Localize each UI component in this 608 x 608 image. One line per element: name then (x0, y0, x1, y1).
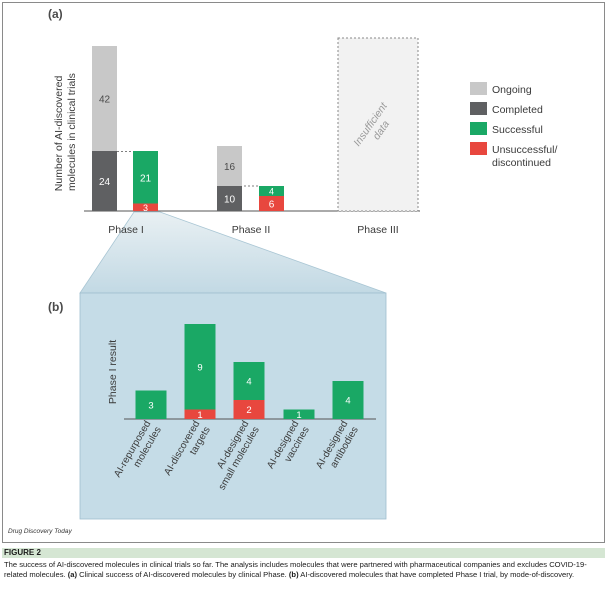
bar-b-2-successful (233, 362, 265, 400)
caption-part-b-label: (b) (288, 570, 299, 579)
bar-b-3-successful (283, 409, 315, 419)
caption-part-b-text: AI-discovered molecules that have comple… (298, 570, 575, 579)
data-label-b-successful: 1 (296, 410, 301, 421)
panel-a-ylabel-line2: molecules in clinical trials (66, 73, 78, 191)
bar-phase-i-ongoing (92, 46, 117, 151)
bar-b-0-successful (135, 390, 167, 419)
caption-label-bar: FIGURE 2 (2, 548, 605, 558)
data-label-ongoing: 42 (99, 95, 111, 106)
bar-phase-i-unsuccessful-discontinued (133, 203, 158, 211)
data-label-unsuccessful-discontinued: 6 (269, 200, 275, 211)
source-credit: Drug Discovery Today (8, 528, 72, 535)
data-label-successful: 4 (269, 187, 274, 197)
caption-part-a-text: Clinical success of AI-discovered molecu… (77, 570, 289, 579)
legend-label-completed: Completed (492, 104, 543, 116)
panel-a-ylabel: Number of AI-discovered molecules in cli… (53, 73, 78, 191)
data-label-b-successful: 4 (345, 396, 350, 407)
data-label-b-successful: 4 (246, 377, 251, 388)
panel-b-ylabel: Phase I result (107, 340, 119, 404)
data-label-completed: 24 (99, 177, 111, 188)
data-label-b-successful: 9 (197, 362, 202, 373)
data-label-ongoing: 16 (224, 162, 236, 173)
bar-b-1-unsuccessful-discontinued (184, 409, 216, 419)
caption-part-a-label: (a) (67, 570, 78, 579)
bar-phase-i-successful (133, 151, 158, 204)
phase3-placeholder-box (337, 37, 419, 212)
panel-a-frame (2, 2, 605, 543)
legend-swatch-ongoing (470, 82, 487, 95)
legend: Ongoing Completed Successful Unsuccessfu… (470, 82, 557, 169)
bar-b-1-successful (184, 324, 216, 410)
bar-phase-ii-unsuccessful-discontinued (259, 196, 284, 211)
data-label-successful: 21 (140, 173, 152, 184)
legend-label-unsuccessful: Unsuccessful/discontinued (492, 144, 557, 169)
panel-b-label: (b) (48, 300, 63, 314)
data-label-completed: 10 (224, 195, 236, 206)
data-label-b-unsuccessful-discontinued: 2 (246, 405, 251, 416)
legend-swatch-completed (470, 102, 487, 115)
caption-figure-label: FIGURE 2 (4, 548, 41, 557)
category-label-phase-i: Phase I (108, 224, 144, 236)
data-label-unsuccessful-discontinued: 3 (143, 203, 148, 213)
figure-caption: FIGURE 2 The success of AI-discovered mo… (2, 548, 605, 580)
panel-b-bars: 3 1 9 2 4 1 4 (135, 324, 364, 421)
legend-label-successful: Successful (492, 124, 543, 136)
panel-a-ylabel-line1: Number of AI-discovered (53, 76, 65, 192)
bar-b-2-unsuccessful-discontinued (233, 400, 265, 419)
bar-phase-ii-completed (217, 186, 242, 211)
data-label-b-unsuccessful-discontinued: 1 (197, 410, 202, 421)
category-label-phase-ii: Phase II (232, 224, 271, 236)
bar-phase-ii-successful (259, 186, 284, 196)
panel-a-bars: 24 42 3 21 10 16 6 4 (92, 46, 284, 213)
bar-b-4-successful (332, 381, 364, 419)
bar-phase-ii-ongoing (217, 146, 242, 186)
data-label-b-successful: 3 (148, 400, 153, 411)
bar-phase-i-completed (92, 151, 117, 211)
legend-swatch-successful (470, 122, 487, 135)
legend-label-unsuccessful-line: Unsuccessful/ (492, 144, 557, 156)
caption-intro: The success of AI-discovered molecules i… (4, 560, 587, 579)
panel-a-label: (a) (48, 7, 63, 21)
category-label-phase-iii: Phase III (357, 224, 398, 236)
legend-swatch-unsuccessful (470, 142, 487, 155)
legend-label-ongoing: Ongoing (492, 84, 532, 96)
legend-label-unsuccessful-line: discontinued (492, 157, 551, 169)
caption-text: The success of AI-discovered molecules i… (2, 558, 605, 580)
